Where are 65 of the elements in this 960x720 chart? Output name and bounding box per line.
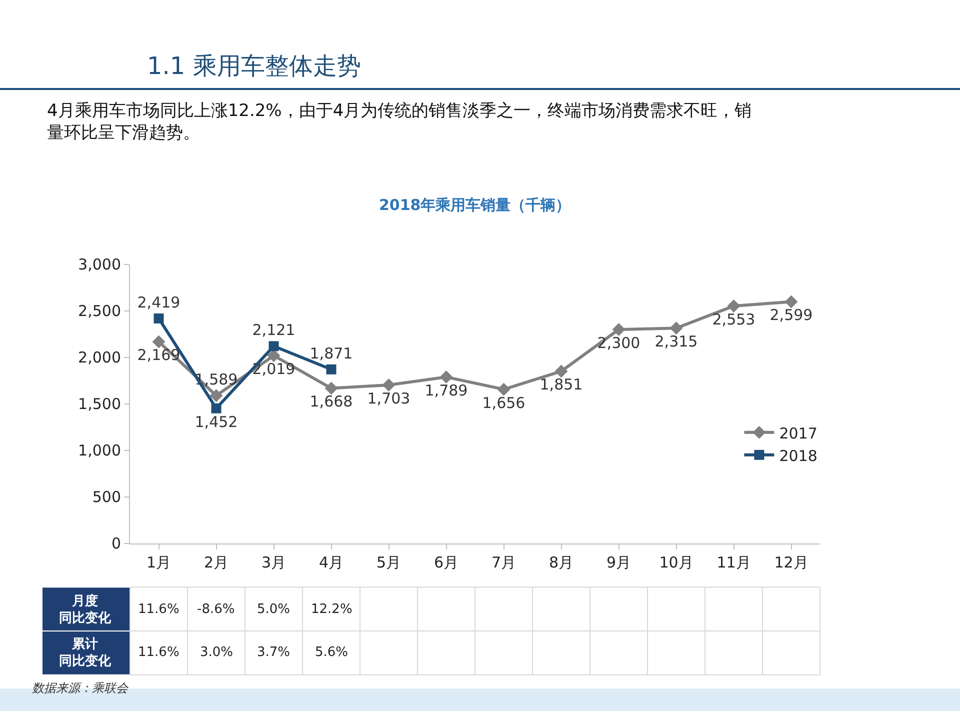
- text: 12.2%: [311, 602, 352, 617]
- text: 5.0%: [257, 602, 290, 617]
- category-label: 月度同比变化: [59, 594, 111, 626]
- data-label: 1,789: [424, 382, 468, 400]
- legend-label: 2018: [779, 446, 818, 465]
- data-label: 2,300: [597, 334, 640, 352]
- data-label: 2,315: [654, 332, 698, 351]
- point: [326, 364, 336, 374]
- y-tick-label: 3,000: [78, 256, 121, 274]
- point: [612, 323, 626, 336]
- x-tick-label: 2月: [204, 553, 229, 572]
- data-label: 1,668: [310, 392, 353, 411]
- x-tick-label: 4月: [318, 553, 344, 572]
- point: [267, 349, 280, 362]
- x-tick-label: 5月: [376, 553, 402, 572]
- data-label: 2,599: [770, 306, 813, 324]
- data-label: 1,871: [310, 344, 353, 362]
- data-label: 2,019: [252, 360, 296, 378]
- data-label: 2,553: [712, 310, 756, 328]
- y-tick-label: 1,500: [78, 395, 121, 414]
- x-tick-label: 3月: [261, 553, 286, 572]
- text: 2018年乘用车销量（千辆）: [379, 196, 571, 214]
- data-label: 1,851: [540, 376, 583, 394]
- point: [497, 382, 510, 396]
- y-tick-label: 1,000: [78, 442, 121, 460]
- y-tick-label: 2,000: [78, 348, 121, 367]
- data-label: 1,656: [482, 394, 526, 412]
- x-tick-label: 10月: [659, 553, 694, 572]
- chart-subtitle: 4月乘用车市场同比上涨12.2%，由于4月为传统的销售淡季之一，终端市场消费需求不旺，销量环比呈下滑趋势。: [47, 101, 752, 144]
- chart-title: 1.1 乘用车整体走势: [147, 52, 361, 80]
- point: [324, 382, 338, 395]
- legend-label: 2017: [779, 424, 818, 442]
- x-tick-label: 11月: [716, 553, 751, 572]
- y-tick-label: 2,500: [78, 302, 121, 320]
- point: [152, 335, 166, 348]
- x-tick-label: 1月: [146, 553, 172, 572]
- y-tick-label: 500: [92, 488, 121, 506]
- point: [211, 403, 222, 414]
- point: [268, 341, 279, 352]
- point: [210, 389, 223, 402]
- point: [670, 322, 683, 335]
- source-note: 数据来源：乘联会: [32, 681, 129, 695]
- text: -8.6%: [197, 602, 235, 617]
- point: [382, 378, 396, 392]
- point: [554, 364, 568, 378]
- data-label: 1,452: [194, 412, 238, 431]
- text: 11.6%: [138, 602, 180, 617]
- x-tick-label: 7月: [491, 553, 516, 572]
- x-tick-label: 8月: [548, 553, 574, 572]
- data-label: 2,419: [137, 293, 180, 312]
- category-label: 累计同比变化: [59, 637, 111, 669]
- text: 3.0%: [200, 645, 234, 660]
- x-tick-label: 6月: [434, 553, 459, 572]
- data-label: 2,121: [252, 321, 296, 340]
- y-tick-label: 0: [111, 534, 121, 553]
- point: [784, 295, 798, 308]
- data-label: 1,703: [367, 390, 410, 408]
- x-tick-label: 12月: [774, 553, 808, 572]
- text: 5.6%: [315, 645, 348, 660]
- text: 3.7%: [257, 645, 290, 660]
- text: 11.6%: [138, 645, 180, 660]
- point: [440, 370, 453, 384]
- point: [727, 300, 740, 312]
- point: [154, 313, 164, 324]
- x-tick-label: 9月: [606, 553, 632, 572]
